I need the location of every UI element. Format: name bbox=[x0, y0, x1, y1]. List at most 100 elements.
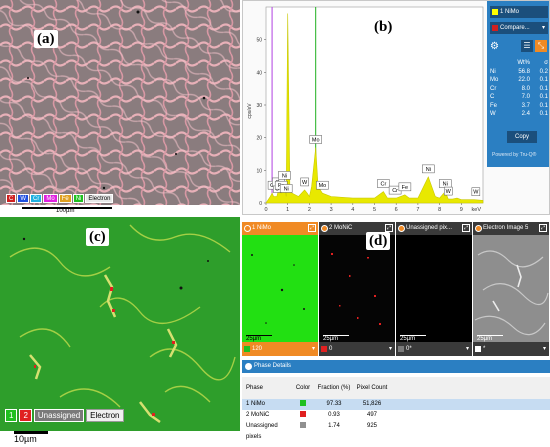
table-cell: 22.0 bbox=[518, 77, 530, 83]
phase-legend-chip[interactable]: Electron bbox=[86, 409, 124, 422]
expand-icon: ⤡ bbox=[537, 41, 545, 50]
phase-table-header: Phase Color Fraction (%) Pixel Count bbox=[242, 377, 550, 399]
phase-tile-scale: 25µm bbox=[477, 335, 503, 342]
expand-button[interactable]: ⤡ bbox=[535, 40, 547, 52]
phase-color-swatch bbox=[300, 422, 306, 429]
phase-tile-header[interactable]: 1 NiMo ⤢ bbox=[242, 222, 318, 235]
scale-bar-label: 10µm bbox=[14, 434, 37, 444]
y-tick-label: 50 bbox=[256, 38, 262, 44]
phase-selector[interactable]: 1 NiMo bbox=[490, 6, 548, 18]
chevron-down-icon[interactable]: ▾ bbox=[311, 346, 315, 352]
phase-tile-footer[interactable]: 120 ▾ bbox=[242, 342, 318, 356]
chevron-down-icon[interactable]: ▾ bbox=[542, 346, 546, 352]
peak-label: W bbox=[446, 189, 452, 195]
expand-icon[interactable]: ⤢ bbox=[385, 224, 393, 232]
y-tick-label: 40 bbox=[256, 70, 262, 76]
legend-chip-ni[interactable]: Ni bbox=[72, 194, 85, 203]
expand-icon[interactable]: ⤢ bbox=[539, 224, 547, 232]
table-row: C 7.0 0.1 bbox=[490, 93, 548, 102]
legend-chip-w[interactable]: W bbox=[17, 194, 30, 203]
toggle-icon[interactable] bbox=[321, 225, 328, 232]
scale-bar-label: 100µm bbox=[56, 208, 75, 214]
y-tick-label: 0 bbox=[259, 201, 262, 207]
table-header-cell: σ bbox=[544, 60, 548, 66]
table-cell: Fe bbox=[490, 102, 498, 109]
phase-fraction-cell: 1.74 bbox=[328, 423, 340, 429]
phase-tile[interactable]: Electron Image 5 ⤢ 25µm * ▾ bbox=[473, 222, 549, 356]
panel-label-b: (b) bbox=[371, 18, 396, 36]
y-axis-label: cps/eV bbox=[247, 103, 253, 119]
panel-label-a: (a) bbox=[34, 30, 58, 48]
phase-table-row[interactable]: Unassigned pixels 1.74 925 bbox=[242, 421, 550, 440]
legend-chip-c[interactable]: C bbox=[6, 194, 17, 203]
phase-tile-title: 1 NiMo bbox=[252, 225, 272, 231]
phase-color-swatch bbox=[244, 346, 250, 352]
phase-tile-footer[interactable]: * ▾ bbox=[473, 342, 549, 356]
chevron-down-icon[interactable]: ▾ bbox=[465, 346, 469, 352]
table-cell: 56.8 bbox=[518, 68, 530, 75]
table-row: Mo 22.0 0.1 bbox=[490, 76, 548, 85]
legend-chip-fe[interactable]: Fe bbox=[58, 194, 72, 203]
phase-tile-footer[interactable]: 0 ▾ bbox=[319, 342, 395, 356]
scale-bar-label: 25µm bbox=[323, 336, 339, 342]
peak-label: Cr bbox=[380, 182, 386, 188]
phase-table-header-cell[interactable]: Phase bbox=[246, 385, 264, 391]
phase-legend: 1 2 Unassigned Electron bbox=[5, 409, 124, 422]
phase-tile-header[interactable]: 2 MoNiC ⤢ bbox=[319, 222, 395, 235]
phase-legend-chip[interactable]: 2 bbox=[19, 409, 32, 422]
legend-chip-mo[interactable]: Mo bbox=[43, 194, 58, 203]
phase-table-header-cell[interactable]: Pixel Count bbox=[356, 385, 388, 391]
phase-tile-scale: 25µm bbox=[323, 335, 349, 342]
phase-table-row[interactable]: 1 NiMo 97.33 51,826 bbox=[242, 399, 550, 410]
y-tick-label: 10 bbox=[256, 168, 262, 174]
legend-chip-cr[interactable]: Cr bbox=[30, 194, 43, 203]
phase-tile-footer[interactable]: 0* ▾ bbox=[396, 342, 472, 356]
peak-label-box bbox=[279, 184, 293, 193]
peak-label: Ni bbox=[282, 173, 287, 179]
peak-label: C bbox=[270, 183, 274, 189]
expand-icon[interactable]: ⤢ bbox=[462, 224, 470, 232]
phase-tile-value: 120 bbox=[252, 346, 263, 352]
toggle-icon[interactable] bbox=[244, 225, 251, 232]
phase-tile[interactable]: Unassigned pix... ⤢ 25µm 0* ▾ bbox=[396, 222, 472, 356]
legend-chip-electron[interactable]: Electron bbox=[85, 194, 114, 203]
y-tick-label: 20 bbox=[256, 136, 262, 142]
phase-table-header-cell[interactable]: Color bbox=[295, 385, 311, 391]
scale-bar-label: 25µm bbox=[246, 336, 262, 342]
table-cell: 3.7 bbox=[521, 102, 530, 109]
phase-tile-header[interactable]: Electron Image 5 ⤢ bbox=[473, 222, 549, 235]
table-cell: W bbox=[490, 111, 496, 117]
gear-icon[interactable]: ⚙ bbox=[490, 41, 499, 52]
phase-legend-chip[interactable]: 1 bbox=[5, 409, 18, 422]
phase-tile-scale: 25µm bbox=[400, 335, 426, 342]
phase-legend-chip[interactable]: Unassigned bbox=[33, 409, 85, 422]
phase-tile[interactable]: 1 NiMo ⤢ 25µm 120 ▾ bbox=[242, 222, 318, 356]
spectrum-series bbox=[265, 13, 484, 204]
toggle-icon[interactable] bbox=[475, 225, 482, 232]
chevron-down-icon[interactable]: ▾ bbox=[388, 346, 392, 352]
table-row: W 2.4 0.1 bbox=[490, 110, 548, 119]
filter-list-button[interactable]: ☰ bbox=[521, 40, 533, 52]
phase-table-row[interactable]: 2 MoNiC 0.93 497 bbox=[242, 410, 550, 421]
copy-button[interactable]: Copy bbox=[507, 131, 537, 143]
phase-tile-image: 25µm bbox=[473, 235, 549, 342]
powered-by-text: Powered by Tru-Q® bbox=[492, 152, 537, 158]
peak-label-box bbox=[444, 186, 453, 196]
phase-tile-header[interactable]: Unassigned pix... ⤢ bbox=[396, 222, 472, 235]
toggle-icon[interactable] bbox=[398, 225, 405, 232]
phase-color-swatch bbox=[321, 346, 327, 352]
phase-tile-title: 2 MoNiC bbox=[329, 225, 353, 231]
phase-details-header[interactable]: Phase Details bbox=[242, 360, 550, 373]
expand-icon[interactable]: ⤢ bbox=[308, 224, 316, 232]
table-cell: 0.1 bbox=[539, 85, 548, 92]
phase-color-cell bbox=[292, 410, 314, 421]
compare-dropdown[interactable]: Compare... ▾ bbox=[490, 22, 548, 34]
weight-percent-table: Wt% σ Ni 56.8 0.2 Mo 22.0 0.1 Cr 8.0 0.1 C 7.0 0.1 Fe 3… bbox=[490, 59, 548, 119]
phase-table-header-cell[interactable]: Fraction (%) bbox=[317, 385, 351, 391]
phase-count-cell: 51,826 bbox=[362, 401, 382, 407]
phase-name-cell: 1 NiMo bbox=[246, 401, 266, 407]
phase-color-cell bbox=[292, 421, 314, 432]
scale-bar bbox=[22, 207, 112, 209]
phase-name-cell: 2 MoNiC bbox=[246, 412, 270, 418]
phase-tile[interactable]: 2 MoNiC ⤢ 25µm 0 ▾ bbox=[319, 222, 395, 356]
